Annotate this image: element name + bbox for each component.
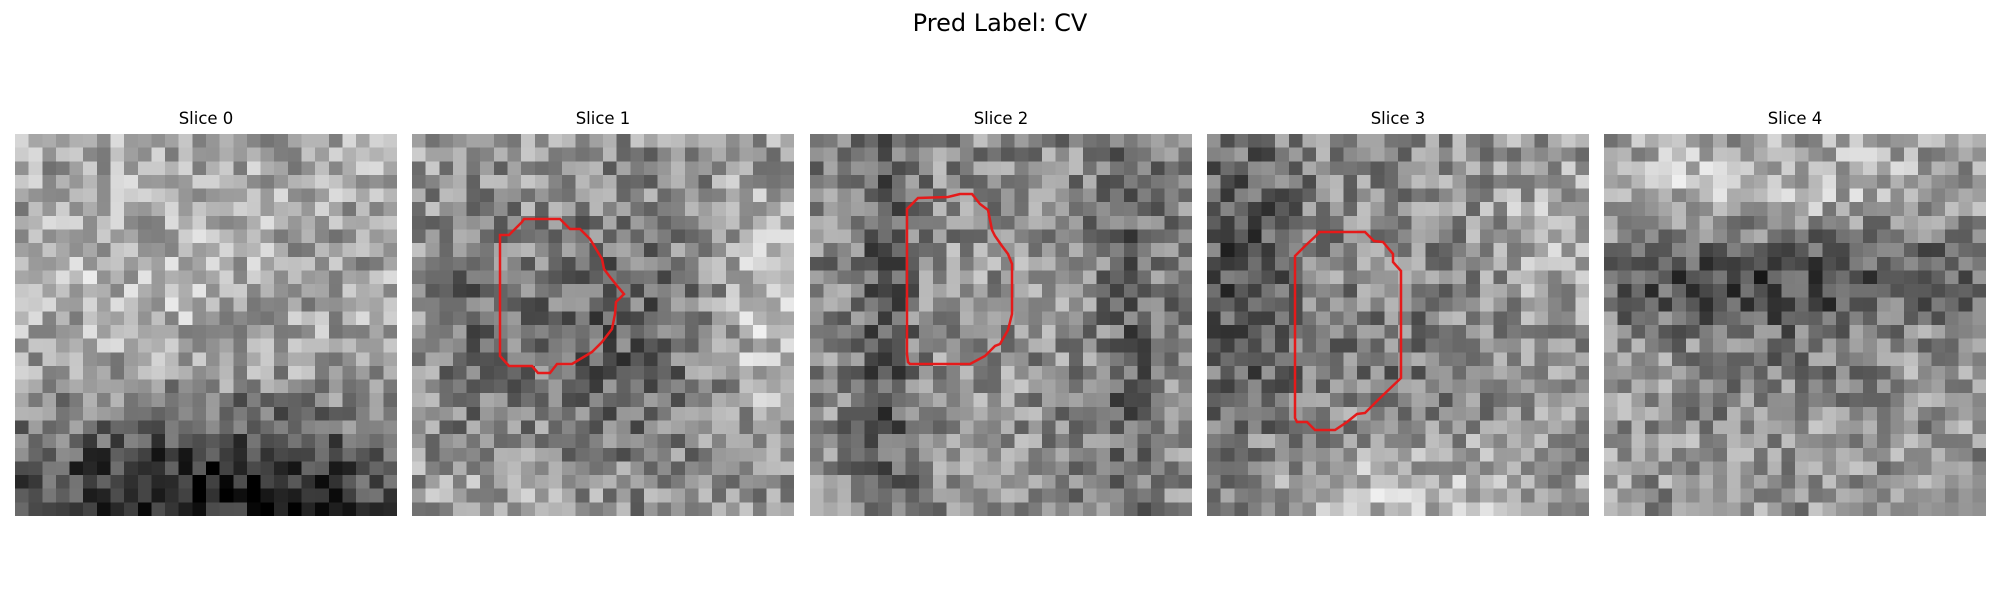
slice-title-4: Slice 4 bbox=[1767, 109, 1823, 128]
slice-panel-4: Slice 4 bbox=[1604, 106, 1986, 516]
slice-title-0: Slice 0 bbox=[178, 109, 234, 128]
slice-image-3 bbox=[1207, 134, 1589, 516]
slice-title-3: Slice 3 bbox=[1370, 109, 1426, 128]
segmentation-contour-overlay bbox=[905, 192, 1014, 366]
slice-panel-3: Slice 3 bbox=[1207, 106, 1589, 516]
slice-grayscale-image bbox=[1207, 134, 1589, 516]
slice-panel-2: Slice 2 bbox=[810, 106, 1192, 516]
slice-grayscale-image bbox=[1604, 134, 1986, 516]
slice-image-4 bbox=[1604, 134, 1986, 516]
segmentation-contour-overlay bbox=[498, 217, 626, 375]
slice-image-0 bbox=[15, 134, 397, 516]
slice-title-1: Slice 1 bbox=[575, 109, 631, 128]
slice-grayscale-image bbox=[412, 134, 794, 516]
slice-panel-1: Slice 1 bbox=[412, 106, 794, 516]
slice-grayscale-image bbox=[15, 134, 397, 516]
slice-title-2: Slice 2 bbox=[973, 109, 1029, 128]
segmentation-contour bbox=[905, 192, 1014, 366]
slice-image-1 bbox=[412, 134, 794, 516]
slice-image-2 bbox=[810, 134, 1192, 516]
segmentation-contour bbox=[1293, 230, 1403, 432]
figure-title: Pred Label: CV bbox=[912, 9, 1088, 37]
slice-panel-0: Slice 0 bbox=[15, 106, 397, 516]
segmentation-contour bbox=[498, 217, 626, 375]
slice-grayscale-image bbox=[810, 134, 1192, 516]
segmentation-contour-overlay bbox=[1293, 230, 1403, 432]
